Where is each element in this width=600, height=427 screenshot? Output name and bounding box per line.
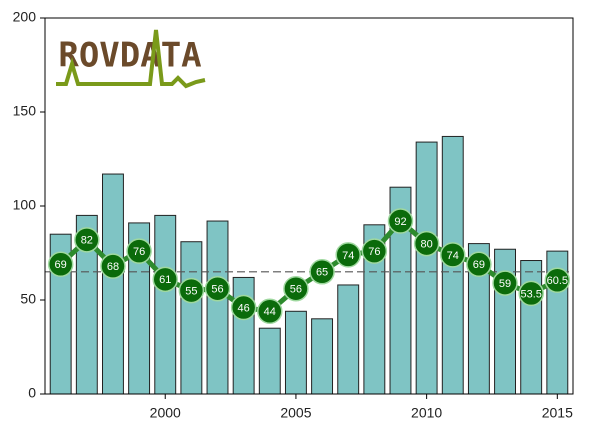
marker [335,242,361,268]
data-label: 74 [342,250,354,262]
data-label: 59 [499,278,511,290]
plot: 0 50 100 150 200 2000 2005 2010 2015 69 82 68 76 61 55… [13,9,574,421]
data-label: 74 [447,250,459,262]
data-label: 80 [420,239,432,251]
bar [102,173,124,395]
y-tick-label: 100 [13,197,37,213]
plot-frame [44,17,574,395]
data-label: 76 [368,246,380,258]
data-label: 46 [238,302,250,314]
bar [180,241,203,395]
marker [466,251,492,278]
marker [283,275,309,302]
x-tick-label: 2010 [411,405,442,421]
data-label: 56 [290,284,302,296]
bar [284,310,307,395]
marker [492,270,518,296]
data-label: 65 [316,267,328,279]
data-label: 68 [107,261,119,273]
y-tick-label: 200 [13,9,37,25]
logo: ROVDATA [56,29,206,89]
marker [518,280,544,307]
marker [413,230,440,257]
marker [387,208,414,234]
marker [361,238,388,264]
y-tick-label: 150 [13,103,37,119]
x-tick-label: 2000 [150,405,181,421]
bar [154,214,177,395]
data-label: 61 [159,274,171,286]
marker [544,267,571,294]
marker [309,259,335,285]
bar [258,327,281,395]
x-tick-label: 2015 [542,405,573,421]
marker [204,275,231,302]
data-label: 69 [473,259,485,271]
data-label: 82 [81,235,93,247]
marker [74,227,100,253]
marker [100,253,126,279]
data-label: 55 [185,286,197,298]
data-label: 56 [211,284,223,296]
data-label: 60.5 [547,275,568,287]
marker [440,242,466,268]
data-label: 53.5 [520,288,541,300]
marker [47,251,74,278]
data-label: 69 [55,259,67,271]
marker [257,298,283,325]
bar [415,141,438,395]
data-label: 44 [264,306,276,318]
marker [152,266,178,293]
y-tick-label: 0 [28,385,36,401]
marker [178,277,205,304]
logo-wave [56,29,206,89]
data-label: 76 [133,246,145,258]
bar [311,318,334,395]
bar [206,220,229,395]
marker [230,294,257,321]
y-tick-label: 50 [20,291,36,307]
marker [126,238,152,264]
bar [520,260,543,395]
x-tick-label: 2005 [280,405,311,421]
data-label: 92 [394,216,406,228]
logo-text: ROVDATA [58,36,201,76]
bar [337,284,360,395]
